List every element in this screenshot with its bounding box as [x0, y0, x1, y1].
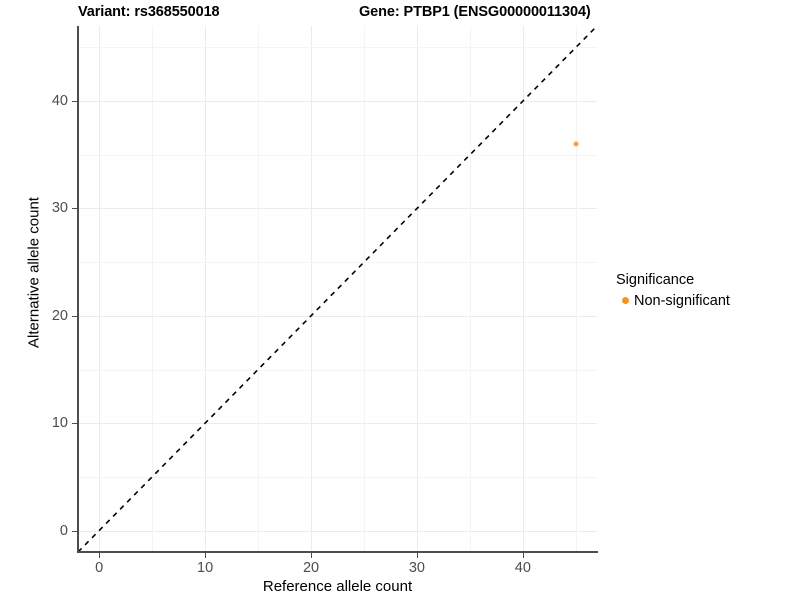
gridline-y-40	[78, 101, 597, 103]
y-tick-40	[72, 101, 77, 103]
gridline-y-15	[78, 369, 597, 371]
data-point	[573, 141, 579, 147]
legend-label: Non-significant	[634, 292, 730, 309]
y-axis-title: Alternative allele count	[25, 197, 43, 348]
y-tick-30	[72, 208, 77, 210]
gridline-y-10	[78, 423, 597, 425]
gridline-x-20	[311, 26, 313, 552]
x-tick-10	[205, 553, 207, 558]
y-tick-0	[72, 530, 77, 532]
legend-key-icon	[616, 297, 634, 304]
gridline-y-45	[78, 47, 597, 49]
gridline-x-40	[522, 26, 524, 552]
identity-reference-line	[78, 26, 597, 552]
gridline-x-5	[152, 26, 154, 552]
x-tick-20	[311, 553, 313, 558]
legend: Significance Non-significant	[616, 272, 730, 310]
legend-entries: Non-significant	[616, 291, 730, 310]
y-axis-line	[77, 26, 79, 553]
x-tick-label-0: 0	[95, 560, 104, 576]
x-axis-line	[77, 551, 598, 553]
y-tick-label-10: 10	[51, 415, 68, 432]
x-tick-0	[99, 553, 101, 558]
x-tick-label-10: 10	[197, 560, 214, 576]
y-tick-20	[72, 315, 77, 317]
gridline-x-45	[575, 26, 577, 552]
variant-title: Variant: rs368550018	[78, 4, 220, 20]
legend-dot-icon	[621, 297, 629, 304]
legend-title: Significance	[616, 272, 695, 288]
legend-item-0[interactable]: Non-significant	[616, 291, 730, 310]
plot-panel	[78, 26, 597, 552]
x-tick-label-30: 30	[408, 560, 426, 576]
x-tick-40	[522, 553, 524, 558]
gridline-x-0	[99, 26, 101, 552]
gridline-y-0	[78, 530, 597, 532]
gene-title: Gene: PTBP1 (ENSG00000011304)	[359, 4, 591, 20]
y-tick-label-30: 30	[51, 200, 68, 217]
x-tick-30	[416, 553, 418, 558]
gridline-x-25	[363, 26, 365, 552]
x-tick-label-20: 20	[302, 560, 320, 576]
y-tick-label-20: 20	[51, 307, 68, 324]
gridline-y-5	[78, 476, 597, 478]
x-tick-label-40: 40	[514, 560, 531, 576]
gridline-y-30	[78, 208, 597, 210]
gridline-x-10	[205, 26, 207, 552]
gridline-x-15	[258, 26, 260, 552]
y-tick-label-40: 40	[51, 93, 68, 110]
gridline-y-35	[78, 154, 597, 156]
gridline-x-35	[469, 26, 471, 552]
gridline-y-20	[78, 315, 597, 317]
y-tick-10	[72, 423, 77, 425]
gridline-x-30	[416, 26, 418, 552]
x-axis-title: Reference allele count	[262, 578, 413, 595]
y-tick-label-0: 0	[59, 522, 68, 539]
gridline-y-25	[78, 262, 597, 264]
